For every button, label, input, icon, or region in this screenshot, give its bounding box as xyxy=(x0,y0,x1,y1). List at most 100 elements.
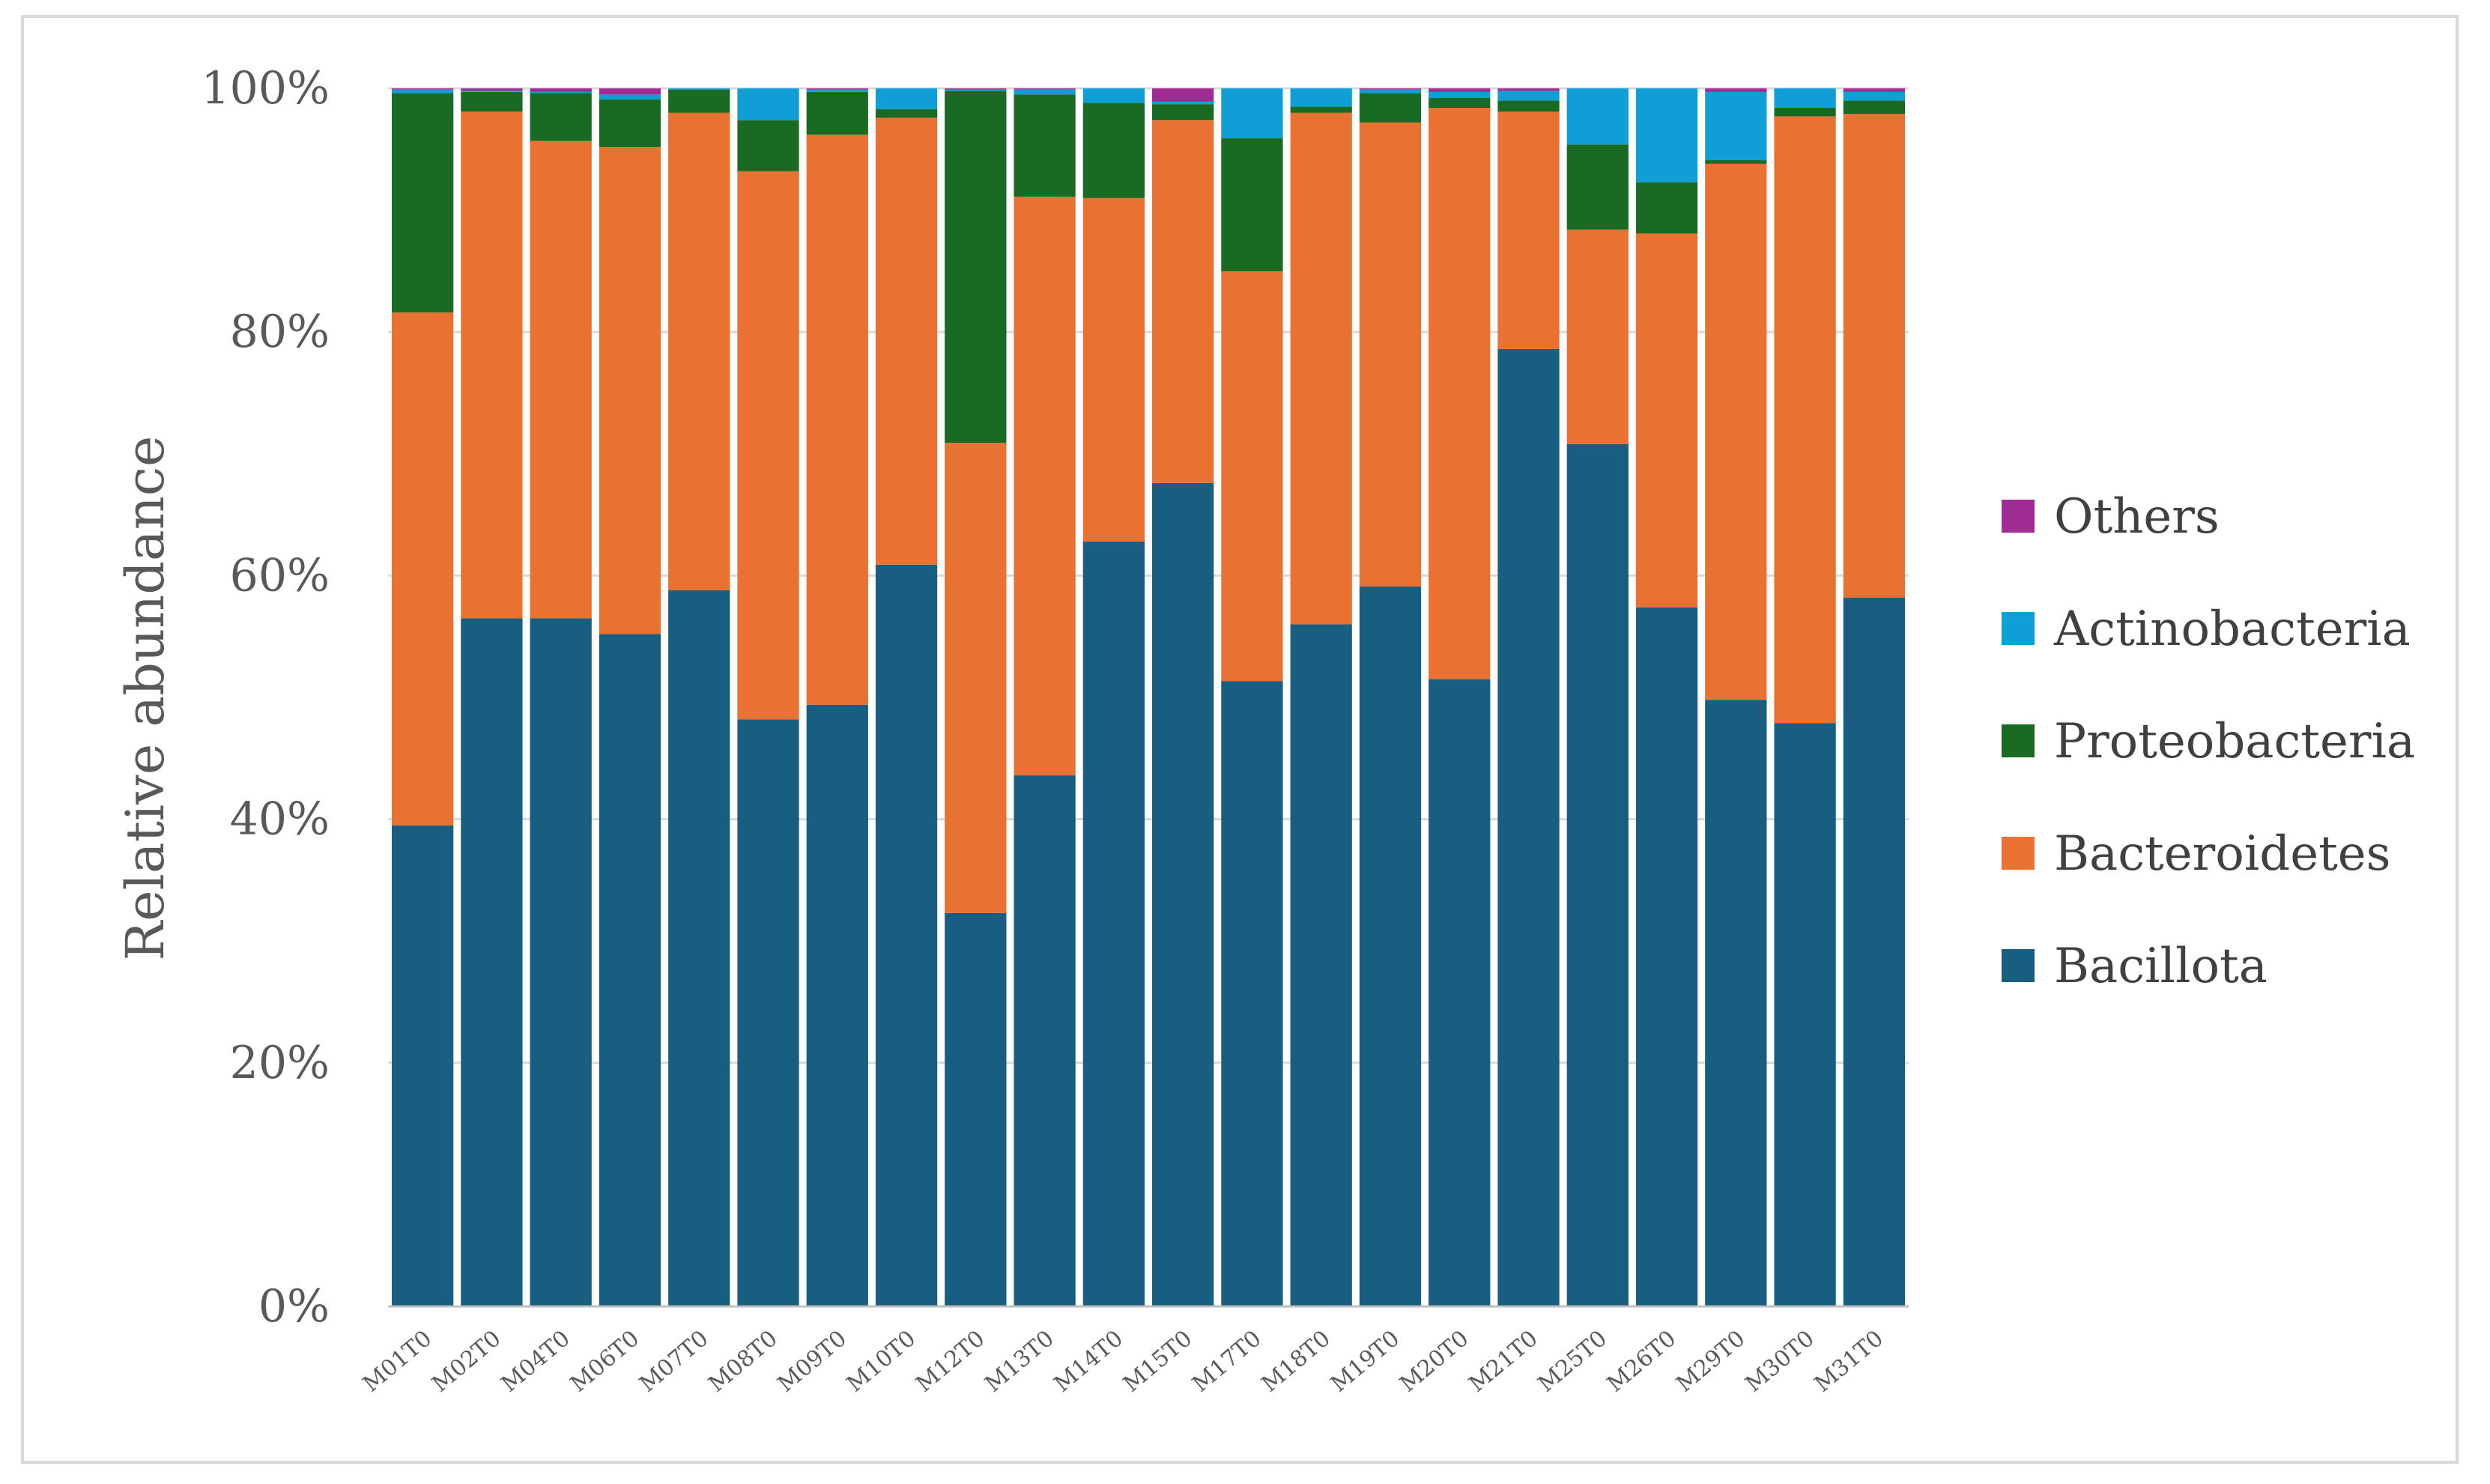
bar-segment-actinobacteria-m20t0 xyxy=(1429,91,1491,99)
bar-segment-others-m13t0 xyxy=(1014,88,1076,90)
bar-segment-actinobacteria-m26t0 xyxy=(1635,88,1698,183)
bar-segment-others-m01t0 xyxy=(392,88,454,90)
x-tick-label: M21T0 xyxy=(1464,1325,1542,1397)
bar-segment-others-m15t0 xyxy=(1152,88,1214,102)
bar-segment-bacillota-m02t0 xyxy=(461,618,523,1306)
x-tick-label: M13T0 xyxy=(981,1325,1059,1397)
bar-segment-bacillota-m12t0 xyxy=(945,912,1007,1306)
bar-segment-bacteroidetes-m01t0 xyxy=(392,312,454,826)
y-tick-label: 0% xyxy=(258,1280,330,1333)
bar-segment-actinobacteria-m01t0 xyxy=(392,89,454,94)
bar-segment-bacillota-m06t0 xyxy=(599,634,661,1306)
bar-segment-bacillota-m18t0 xyxy=(1290,624,1352,1306)
bar-segment-proteobacteria-m29t0 xyxy=(1705,160,1767,164)
bar-segment-actinobacteria-m29t0 xyxy=(1705,91,1767,160)
bar-segment-bacteroidetes-m13t0 xyxy=(1014,196,1076,776)
bar-segment-bacillota-m17t0 xyxy=(1221,681,1283,1306)
legend-item-bacillota: Bacillota xyxy=(2002,939,2268,994)
bar-segment-bacillota-m10t0 xyxy=(875,564,938,1306)
x-tick-label: M10T0 xyxy=(842,1325,921,1397)
bar-segment-others-m29t0 xyxy=(1705,88,1767,92)
bar-segment-bacillota-m09t0 xyxy=(806,704,868,1306)
bar-segment-bacteroidetes-m15t0 xyxy=(1152,120,1214,483)
bar-segment-actinobacteria-m10t0 xyxy=(875,88,938,109)
y-tick-label: 100% xyxy=(201,62,330,115)
bar-segment-bacteroidetes-m04t0 xyxy=(530,140,592,619)
legend-item-proteobacteria: Proteobacteria xyxy=(2002,714,2415,769)
bar-segment-actinobacteria-m19t0 xyxy=(1359,89,1422,94)
x-tick-label: M04T0 xyxy=(497,1325,575,1397)
bar-segment-proteobacteria-m17t0 xyxy=(1221,138,1283,272)
bar-segment-proteobacteria-m08t0 xyxy=(737,120,799,172)
bar-segment-bacteroidetes-m14t0 xyxy=(1082,198,1145,542)
bar-segment-actinobacteria-m13t0 xyxy=(1014,89,1076,95)
y-axis-label: Relative abundance xyxy=(115,436,176,961)
bars xyxy=(392,88,1905,1306)
x-tick-label: M02T0 xyxy=(427,1325,506,1397)
x-axis-ticks: M01T0M02T0M04T0M06T0M07T0M08T0M09T0M10T0… xyxy=(358,1325,1888,1397)
x-tick-label: M31T0 xyxy=(1810,1325,1888,1397)
bar-segment-bacteroidetes-m06t0 xyxy=(599,147,661,635)
bar-segment-bacteroidetes-m17t0 xyxy=(1221,271,1283,682)
x-tick-label: M20T0 xyxy=(1395,1325,1473,1397)
x-tick-label: M26T0 xyxy=(1602,1325,1681,1397)
x-tick-label: M15T0 xyxy=(1118,1325,1197,1397)
y-tick-label: 20% xyxy=(230,1037,330,1089)
x-tick-label: M30T0 xyxy=(1741,1325,1820,1397)
bar-segment-bacteroidetes-m25t0 xyxy=(1566,229,1629,444)
y-axis-ticks: 0% 20% 40% 60% 80% 100% xyxy=(201,62,330,1333)
bar-segment-bacillota-m26t0 xyxy=(1635,607,1698,1306)
bar-segment-proteobacteria-m07t0 xyxy=(668,89,730,113)
bar-segment-actinobacteria-m25t0 xyxy=(1566,88,1629,145)
legend-label: Bacteroidetes xyxy=(2054,826,2391,882)
legend: Others Actinobacteria Proteobacteria Bacter… xyxy=(2002,489,2415,994)
bar-segment-proteobacteria-m04t0 xyxy=(530,93,592,141)
bar-segment-bacillota-m15t0 xyxy=(1152,482,1214,1306)
bar-segment-bacillota-m30t0 xyxy=(1774,723,1836,1306)
bar-segment-bacteroidetes-m21t0 xyxy=(1497,111,1560,349)
legend-swatch xyxy=(2002,949,2035,982)
bar-segment-bacteroidetes-m08t0 xyxy=(737,171,799,720)
bar-segment-proteobacteria-m31t0 xyxy=(1843,100,1905,115)
x-tick-label: M09T0 xyxy=(773,1325,852,1397)
bar-segment-bacteroidetes-m07t0 xyxy=(668,112,730,590)
bar-segment-proteobacteria-m15t0 xyxy=(1152,104,1214,121)
bar-segment-actinobacteria-m09t0 xyxy=(806,89,868,92)
bar-segment-bacteroidetes-m09t0 xyxy=(806,134,868,705)
x-tick-label: M18T0 xyxy=(1257,1325,1336,1397)
bar-segment-proteobacteria-m26t0 xyxy=(1635,182,1698,234)
bar-segment-others-m20t0 xyxy=(1429,88,1491,92)
bar-segment-bacteroidetes-m31t0 xyxy=(1843,114,1905,598)
bar-segment-bacillota-m19t0 xyxy=(1359,587,1422,1306)
bar-segment-proteobacteria-m12t0 xyxy=(945,91,1007,443)
y-tick-label: 80% xyxy=(230,306,330,358)
bar-segment-bacteroidetes-m19t0 xyxy=(1359,122,1422,587)
bar-segment-proteobacteria-m10t0 xyxy=(875,109,938,118)
bar-segment-bacteroidetes-m29t0 xyxy=(1705,163,1767,700)
legend-swatch xyxy=(2002,500,2035,533)
x-tick-label: M19T0 xyxy=(1326,1325,1405,1397)
bar-segment-actinobacteria-m15t0 xyxy=(1152,101,1214,105)
bar-segment-bacteroidetes-m10t0 xyxy=(875,118,938,565)
y-tick-label: 40% xyxy=(230,793,330,846)
bar-segment-bacillota-m21t0 xyxy=(1497,348,1560,1306)
bar-segment-bacteroidetes-m20t0 xyxy=(1429,108,1491,679)
x-tick-label: M07T0 xyxy=(634,1325,713,1397)
bar-segment-proteobacteria-m01t0 xyxy=(392,93,454,313)
bar-segment-others-m09t0 xyxy=(806,88,868,90)
bar-segment-bacillota-m20t0 xyxy=(1429,679,1491,1306)
x-tick-label: M06T0 xyxy=(566,1325,644,1397)
bar-segment-proteobacteria-m09t0 xyxy=(806,91,868,135)
y-tick-label: 60% xyxy=(230,549,330,602)
legend-swatch xyxy=(2002,612,2035,645)
x-tick-label: M01T0 xyxy=(358,1325,437,1397)
legend-label: Others xyxy=(2054,489,2220,545)
bar-segment-bacillota-m13t0 xyxy=(1014,775,1076,1306)
x-tick-label: M25T0 xyxy=(1533,1325,1612,1397)
bar-segment-bacillota-m01t0 xyxy=(392,825,454,1306)
bar-segment-proteobacteria-m19t0 xyxy=(1359,93,1422,123)
x-tick-label: M12T0 xyxy=(911,1325,990,1397)
bar-segment-actinobacteria-m02t0 xyxy=(461,91,523,92)
bar-segment-proteobacteria-m30t0 xyxy=(1774,108,1836,117)
